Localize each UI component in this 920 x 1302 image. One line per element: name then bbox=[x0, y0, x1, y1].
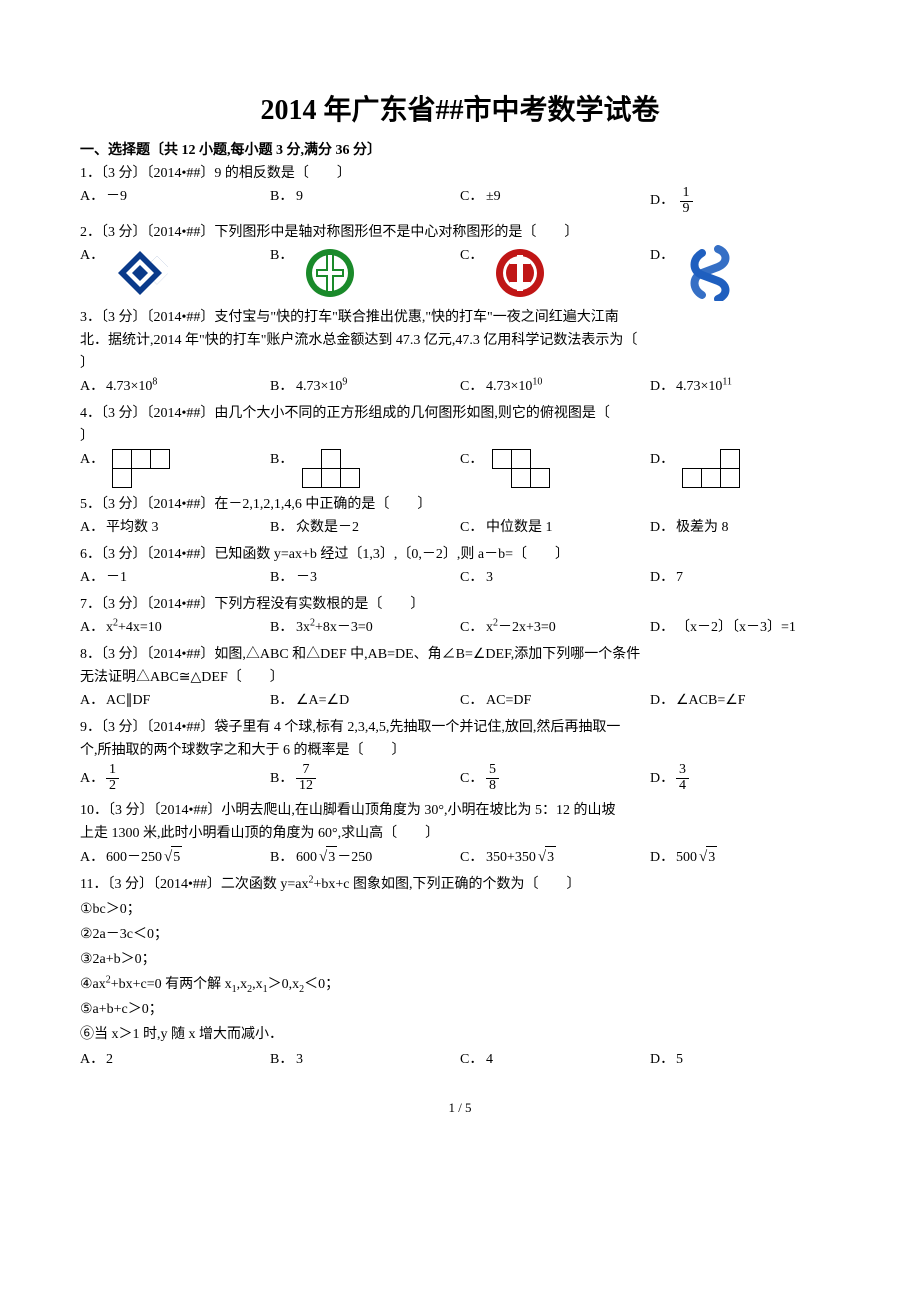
q9-option-a[interactable]: A．12 bbox=[80, 763, 270, 793]
top-view-a-icon bbox=[112, 449, 170, 488]
q1-option-c[interactable]: C．±9 bbox=[460, 186, 650, 216]
top-view-d-icon bbox=[682, 449, 740, 488]
top-view-b-icon bbox=[302, 449, 360, 488]
q8-option-d[interactable]: D．∠ACB=∠F bbox=[650, 690, 840, 711]
question-4-stem-line2: 〕 bbox=[80, 426, 840, 447]
question-2-options: A． B． C． D． bbox=[80, 245, 840, 301]
sqrt-icon: 3 bbox=[317, 846, 337, 869]
question-8-stem-line2: 无法证明△ABC≅△DEF〔 〕 bbox=[80, 667, 840, 688]
q10-option-a[interactable]: A．600－2505 bbox=[80, 846, 270, 869]
question-8-stem-line1: 8．〔3 分〕〔2014•##〕如图,△ABC 和△DEF 中,AB=DE、角∠… bbox=[80, 644, 840, 665]
q11-cond-2: ②2a－3c＜0； bbox=[80, 924, 168, 945]
q5-option-d[interactable]: D．极差为 8 bbox=[650, 517, 840, 538]
question-5-options: A．平均数 3 B．众数是－2 C．中位数是 1 D．极差为 8 bbox=[80, 517, 840, 538]
question-10-stem-line2: 上走 1300 米,此时小明看山顶的角度为 60°,求山高〔 〕 bbox=[80, 823, 840, 844]
question-11-stem: 11．〔3 分〕〔2014•##〕二次函数 y=ax2+bx+c 图象如图,下列… bbox=[80, 874, 840, 895]
question-4-options: A． B． C． D． bbox=[80, 449, 840, 488]
q6-option-a[interactable]: A．－1 bbox=[80, 567, 270, 588]
q10-option-d[interactable]: D．5003 bbox=[650, 846, 840, 869]
question-11-options: A．2 B．3 C．4 D．5 bbox=[80, 1049, 840, 1070]
q3-option-b[interactable]: B．4.73×109 bbox=[270, 376, 460, 397]
q5-option-b[interactable]: B．众数是－2 bbox=[270, 517, 460, 538]
q11-cond-3: ③2a+b＞0； bbox=[80, 949, 156, 970]
q6-option-d[interactable]: D．7 bbox=[650, 567, 840, 588]
top-view-c-icon bbox=[492, 449, 550, 488]
q5-option-a[interactable]: A．平均数 3 bbox=[80, 517, 270, 538]
sqrt-icon: 3 bbox=[536, 846, 556, 869]
q5-option-c[interactable]: C．中位数是 1 bbox=[460, 517, 650, 538]
q8-option-b[interactable]: B．∠A=∠D bbox=[270, 690, 460, 711]
question-1-stem: 1．〔3 分〕〔2014•##〕9 的相反数是〔 〕 bbox=[80, 163, 840, 184]
q11-option-d[interactable]: D．5 bbox=[650, 1049, 840, 1070]
q7-b-expr: 3x2+8x－3=0 bbox=[296, 620, 373, 635]
q7-option-a[interactable]: A．x2+4x=10 bbox=[80, 617, 270, 638]
q7-option-b[interactable]: B．3x2+8x－3=0 bbox=[270, 617, 460, 638]
question-6-options: A．－1 B．－3 C．3 D．7 bbox=[80, 567, 840, 588]
q1-option-d[interactable]: D． 19 bbox=[650, 186, 840, 216]
q8-option-c[interactable]: C．AC=DF bbox=[460, 690, 650, 711]
q2-option-c[interactable]: C． bbox=[460, 245, 650, 301]
question-3-stem-line3: 〕 bbox=[80, 353, 840, 374]
question-3-stem-line2: 北．据统计,2014 年"快的打车"账户流水总金额达到 47.3 亿元,47.3… bbox=[80, 330, 840, 351]
q11-cond-1: ①bc＞0； bbox=[80, 899, 141, 920]
section-1-heading: 一、选择题〔共 12 小题,每小题 3 分,满分 36 分〕 bbox=[80, 140, 840, 161]
q6-option-c[interactable]: C．3 bbox=[460, 567, 650, 588]
q11-option-a[interactable]: A．2 bbox=[80, 1049, 270, 1070]
q7-c-expr: x2－2x+3=0 bbox=[486, 620, 556, 635]
q4-option-d[interactable]: D． bbox=[650, 449, 840, 488]
q9-option-b[interactable]: B．712 bbox=[270, 763, 460, 793]
bank-logo-c-icon bbox=[492, 245, 548, 301]
q7-a-expr: x2+4x=10 bbox=[106, 620, 162, 635]
q3-option-a[interactable]: A．4.73×108 bbox=[80, 376, 270, 397]
sqrt-icon: 5 bbox=[162, 846, 182, 869]
q7-option-d[interactable]: D．〔x－2〕〔x－3〕=1 bbox=[650, 617, 840, 638]
q2-option-b[interactable]: B． bbox=[270, 245, 460, 301]
q11-cond-6: ⑥当 x＞1 时,y 随 x 增大而减小． bbox=[80, 1024, 283, 1045]
q3-option-d[interactable]: D．4.73×1011 bbox=[650, 376, 840, 397]
q11-option-c[interactable]: C．4 bbox=[460, 1049, 650, 1070]
question-3-options: A．4.73×108 B．4.73×109 C．4.73×1010 D．4.73… bbox=[80, 376, 840, 397]
question-2-stem: 2．〔3 分〕〔2014•##〕下列图形中是轴对称图形但不是中心对称图形的是〔 … bbox=[80, 222, 840, 243]
q2-option-d[interactable]: D． bbox=[650, 245, 840, 301]
question-5-stem: 5．〔3 分〕〔2014•##〕在－2,1,2,1,4,6 中正确的是〔 〕 bbox=[80, 494, 840, 515]
q10-option-b[interactable]: B．6003－250 bbox=[270, 846, 460, 869]
q1-option-a[interactable]: A．－9 bbox=[80, 186, 270, 216]
question-10-stem-line1: 10．〔3 分〕〔2014•##〕小明去爬山,在山脚看山顶角度为 30°,小明在… bbox=[80, 800, 840, 821]
question-3-stem-line1: 3．〔3 分〕〔2014•##〕支付宝与"快的打车"联合推出优惠,"快的打车"一… bbox=[80, 307, 840, 328]
q11-option-b[interactable]: B．3 bbox=[270, 1049, 460, 1070]
q11-cond-5: ⑤a+b+c＞0； bbox=[80, 999, 163, 1020]
q8-option-a[interactable]: A．AC∥DF bbox=[80, 690, 270, 711]
bank-logo-b-icon bbox=[302, 245, 358, 301]
question-8-options: A．AC∥DF B．∠A=∠D C．AC=DF D．∠ACB=∠F bbox=[80, 690, 840, 711]
question-7-stem: 7．〔3 分〕〔2014•##〕下列方程没有实数根的是〔 〕 bbox=[80, 594, 840, 615]
question-6-stem: 6．〔3 分〕〔2014•##〕已知函数 y=ax+b 经过〔1,3〕,〔0,－… bbox=[80, 544, 840, 565]
bank-logo-d-icon bbox=[682, 245, 738, 301]
page-title: 2014 年广东省##市中考数学试卷 bbox=[80, 90, 840, 132]
fraction-icon: 19 bbox=[680, 186, 693, 216]
q11-cond-4: ④ax2+bx+c=0 有两个解 x1,x2,x1＞0,x2＜0； bbox=[80, 974, 339, 995]
q4-option-c[interactable]: C． bbox=[460, 449, 650, 488]
question-9-stem-line1: 9．〔3 分〕〔2014•##〕袋子里有 4 个球,标有 2,3,4,5,先抽取… bbox=[80, 717, 840, 738]
q1-option-b[interactable]: B．9 bbox=[270, 186, 460, 216]
question-7-options: A．x2+4x=10 B．3x2+8x－3=0 C．x2－2x+3=0 D．〔x… bbox=[80, 617, 840, 638]
q3-option-c[interactable]: C．4.73×1010 bbox=[460, 376, 650, 397]
question-10-options: A．600－2505 B．6003－250 C．350+3503 D．5003 bbox=[80, 846, 840, 869]
q6-option-b[interactable]: B．－3 bbox=[270, 567, 460, 588]
q4-option-a[interactable]: A． bbox=[80, 449, 270, 488]
q9-option-c[interactable]: C．58 bbox=[460, 763, 650, 793]
question-9-options: A．12 B．712 C．58 D．34 bbox=[80, 763, 840, 793]
question-9-stem-line2: 个,所抽取的两个球数字之和大于 6 的概率是〔 〕 bbox=[80, 740, 840, 761]
q7-d-expr: 〔x－2〕〔x－3〕=1 bbox=[676, 620, 796, 635]
bank-logo-a-icon bbox=[112, 245, 168, 301]
sqrt-icon: 3 bbox=[697, 846, 717, 869]
page-number: 1 / 5 bbox=[80, 1098, 840, 1118]
q4-option-b[interactable]: B． bbox=[270, 449, 460, 488]
q7-option-c[interactable]: C．x2－2x+3=0 bbox=[460, 617, 650, 638]
question-4-stem-line1: 4．〔3 分〕〔2014•##〕由几个大小不同的正方形组成的几何图形如图,则它的… bbox=[80, 403, 840, 424]
q10-option-c[interactable]: C．350+3503 bbox=[460, 846, 650, 869]
q2-option-a[interactable]: A． bbox=[80, 245, 270, 301]
question-1-options: A．－9 B．9 C．±9 D． 19 bbox=[80, 186, 840, 216]
q9-option-d[interactable]: D．34 bbox=[650, 763, 840, 793]
